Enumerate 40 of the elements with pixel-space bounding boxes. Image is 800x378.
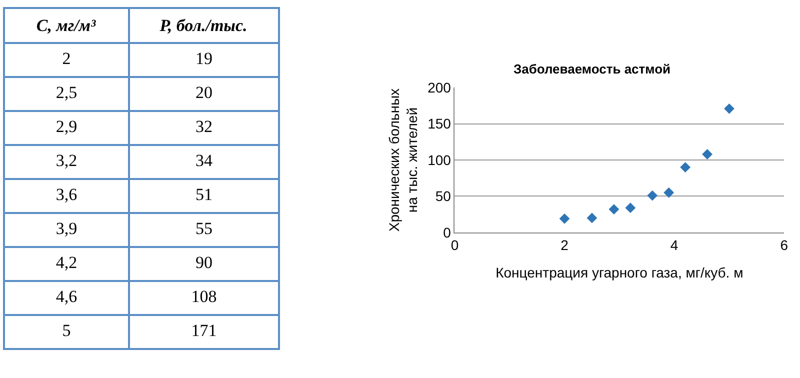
text: 51	[196, 184, 212, 204]
x-tick-label: 2	[560, 237, 569, 254]
text: 4,6	[56, 286, 78, 306]
point	[625, 202, 636, 214]
text: 34	[196, 150, 213, 170]
point	[559, 213, 570, 224]
point	[724, 103, 734, 114]
point	[664, 187, 674, 198]
text: 171	[191, 320, 217, 340]
text: 20	[196, 82, 212, 102]
text: 3,9	[56, 218, 78, 238]
y-tick-label: 200	[428, 80, 452, 96]
y-axis-title: Хронических больных на тыс. жителей	[386, 88, 420, 232]
text: 3,2	[56, 150, 78, 170]
point	[680, 162, 691, 172]
y-tick-label: 0	[443, 224, 452, 240]
y-tick-label: 100	[428, 152, 452, 168]
text: 108	[191, 286, 217, 306]
text: 2,5	[56, 82, 78, 102]
x-tick-label: 4	[670, 237, 678, 254]
text: 90	[196, 252, 212, 272]
y-tick-label: 50	[435, 188, 452, 204]
x-tick-label: 6	[780, 237, 788, 254]
text: 19	[196, 48, 212, 68]
chart-title: Заболеваемость астмой	[513, 61, 671, 76]
point	[647, 190, 658, 201]
x-axis-title: Концентрация угарного газа, мг/куб. м	[496, 264, 744, 281]
text: 5	[62, 320, 71, 340]
point	[702, 149, 712, 160]
y-tick-label: 150	[428, 116, 452, 132]
text: 2	[62, 48, 71, 68]
point	[608, 204, 620, 214]
text: 2,9	[56, 116, 78, 136]
text: 55	[196, 218, 212, 238]
point	[586, 212, 598, 224]
text: C, мг/м³	[36, 16, 97, 35]
text: 3,6	[56, 184, 78, 204]
text: P, бол./тыс.	[158, 16, 248, 35]
text: 4,2	[56, 252, 78, 272]
text: 32	[196, 116, 212, 136]
